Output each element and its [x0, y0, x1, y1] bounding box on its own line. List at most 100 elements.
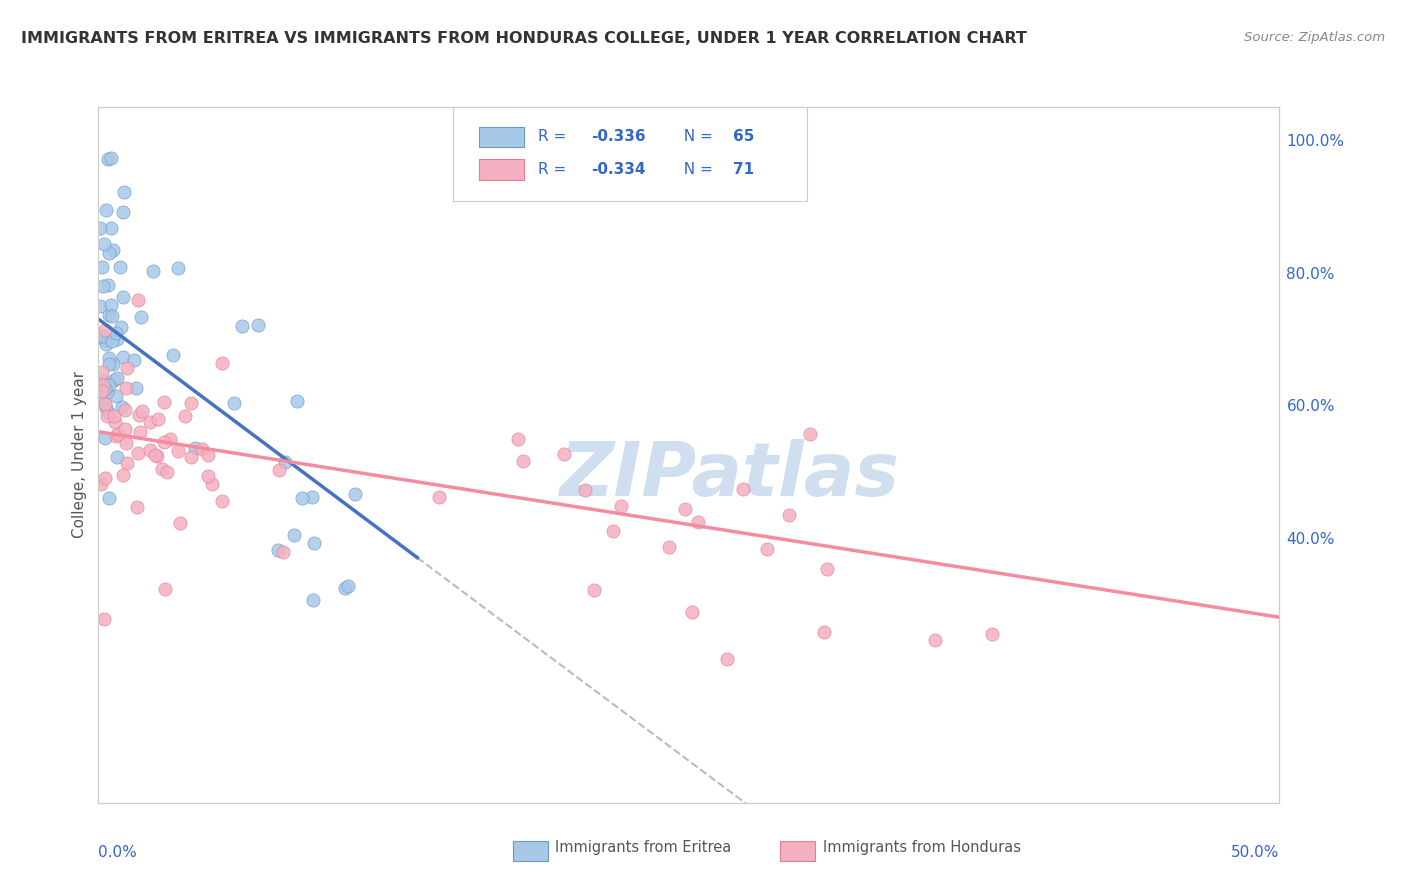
Point	[114, 381, 136, 395]
Point	[267, 542, 290, 557]
Point	[94, 382, 117, 396]
Point	[97, 278, 120, 293]
Point	[582, 583, 605, 598]
Point	[180, 396, 202, 410]
Point	[91, 374, 114, 388]
Point	[152, 461, 174, 475]
Point	[162, 348, 184, 362]
Point	[94, 397, 117, 411]
FancyBboxPatch shape	[478, 127, 523, 147]
Point	[197, 449, 219, 463]
Point	[89, 299, 111, 313]
Point	[100, 309, 122, 323]
Point	[110, 319, 132, 334]
Point	[94, 333, 117, 347]
Point	[96, 409, 118, 423]
Text: 71: 71	[733, 162, 754, 178]
Text: IMMIGRANTS FROM ERITREA VS IMMIGRANTS FROM HONDURAS COLLEGE, UNDER 1 YEAR CORREL: IMMIGRANTS FROM ERITREA VS IMMIGRANTS FR…	[21, 31, 1026, 46]
Point	[100, 151, 122, 165]
Point	[755, 542, 778, 557]
Point	[139, 415, 162, 429]
Text: N =: N =	[673, 162, 717, 178]
Point	[94, 323, 117, 337]
Point	[91, 365, 114, 379]
Point	[98, 406, 121, 420]
Point	[159, 432, 181, 446]
Point	[156, 465, 179, 479]
Point	[142, 264, 165, 278]
Point	[91, 384, 114, 399]
Point	[274, 455, 297, 469]
Point	[673, 502, 696, 516]
Point	[129, 310, 152, 325]
Point	[100, 221, 122, 235]
Point	[90, 392, 112, 406]
Point	[184, 441, 207, 455]
Point	[127, 293, 149, 308]
Point	[813, 624, 835, 639]
Point	[924, 632, 946, 647]
Point	[128, 425, 150, 440]
Point	[301, 592, 323, 607]
Text: 50.0%: 50.0%	[1232, 845, 1279, 860]
FancyBboxPatch shape	[478, 159, 523, 180]
Point	[180, 450, 202, 464]
Point	[100, 298, 122, 312]
Point	[104, 428, 127, 442]
Text: 65: 65	[733, 129, 754, 145]
Point	[658, 540, 681, 554]
Point	[105, 371, 128, 385]
Point	[688, 515, 710, 529]
Point	[114, 403, 136, 417]
Text: R =: R =	[537, 129, 571, 145]
Point	[107, 426, 129, 441]
Point	[574, 483, 596, 497]
Point	[105, 326, 128, 340]
Point	[610, 499, 633, 513]
Point	[125, 381, 148, 395]
Point	[508, 432, 530, 446]
Point	[93, 612, 115, 626]
Point	[112, 186, 135, 200]
Point	[127, 500, 149, 514]
Point	[103, 372, 125, 386]
Point	[139, 442, 162, 457]
Point	[96, 337, 118, 351]
Point	[97, 152, 120, 166]
Point	[111, 205, 134, 219]
Point	[333, 581, 356, 595]
Y-axis label: College, Under 1 year: College, Under 1 year	[72, 371, 87, 539]
Point	[283, 528, 305, 542]
Text: Immigrants from Honduras: Immigrants from Honduras	[823, 840, 1021, 855]
Point	[98, 491, 121, 505]
Point	[815, 562, 838, 576]
Point	[211, 356, 233, 370]
Point	[111, 290, 134, 304]
Point	[731, 482, 754, 496]
Point	[111, 467, 134, 482]
Point	[153, 582, 176, 596]
Point	[101, 357, 124, 371]
Point	[211, 493, 233, 508]
Point	[91, 329, 114, 343]
Point	[148, 411, 170, 425]
Point	[169, 516, 191, 531]
Point	[91, 377, 114, 392]
Point	[302, 536, 325, 550]
Point	[97, 357, 120, 371]
Point	[201, 477, 224, 491]
Point	[89, 220, 111, 235]
Point	[107, 332, 129, 346]
Point	[167, 261, 190, 276]
Point	[97, 245, 120, 260]
Point	[681, 606, 703, 620]
Point	[117, 456, 139, 470]
Point	[131, 404, 153, 418]
Text: -0.336: -0.336	[591, 129, 645, 145]
Point	[105, 389, 128, 403]
Point	[112, 350, 135, 364]
Text: 0.0%: 0.0%	[98, 845, 138, 860]
Point	[115, 435, 138, 450]
Point	[301, 490, 323, 504]
Point	[981, 626, 1004, 640]
